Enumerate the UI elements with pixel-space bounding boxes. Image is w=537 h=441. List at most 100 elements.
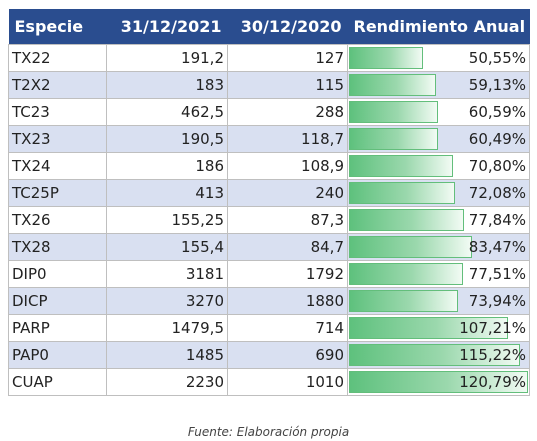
table-row: TX23 190,5 118,7 60,49% [8,125,530,153]
rendimiento-data-bar [349,371,528,393]
rendimiento-data-bar [349,263,464,285]
rendimiento-data-bar [349,182,455,204]
table-row: PARP 1479,5 714 107,21% [8,314,530,342]
cell-especie: PARP [8,314,107,342]
cell-2021: 1479,5 [106,314,228,342]
rendimiento-data-bar [349,317,508,339]
cell-especie: TX22 [8,44,107,72]
cell-rendimiento: 120,79% [347,368,530,396]
cell-especie: CUAP [8,368,107,396]
table-row: DIP0 3181 1792 77,51% [8,260,530,288]
cell-2020: 118,7 [227,125,348,153]
cell-2020: 84,7 [227,233,348,261]
cell-rendimiento: 59,13% [347,71,530,99]
cell-especie: DIP0 [8,260,107,288]
rendimiento-value: 107,21% [459,319,526,337]
cell-2020: 115 [227,71,348,99]
data-table-container: Especie 31/12/2021 30/12/2020 Rendimient… [8,9,530,396]
table-row: TC25P 413 240 72,08% [8,179,530,207]
header-rendimiento: Rendimiento Anual [347,9,530,45]
rendimiento-value: 77,84% [468,211,526,229]
table-row: PAP0 1485 690 115,22% [8,341,530,369]
rendimiento-value: 60,49% [468,130,526,148]
rendimiento-value: 120,79% [459,373,526,391]
rendimiento-value: 77,51% [468,265,526,283]
cell-rendimiento: 73,94% [347,287,530,315]
table-row: TC23 462,5 288 60,59% [8,98,530,126]
rendimiento-value: 59,13% [468,76,526,94]
header-2020: 30/12/2020 [227,9,348,45]
cell-especie: TC25P [8,179,107,207]
header-especie: Especie [8,9,107,45]
cell-rendimiento: 107,21% [347,314,530,342]
header-2021: 31/12/2021 [106,9,228,45]
table-row: CUAP 2230 1010 120,79% [8,368,530,396]
rendimiento-value: 73,94% [468,292,526,310]
cell-2021: 3181 [106,260,228,288]
rendimiento-data-bar [349,290,458,312]
cell-especie: T2X2 [8,71,107,99]
cell-2021: 413 [106,179,228,207]
rendimiento-value: 83,47% [468,238,526,256]
cell-especie: TX24 [8,152,107,180]
cell-rendimiento: 60,59% [347,98,530,126]
cell-2021: 155,4 [106,233,228,261]
cell-2020: 690 [227,341,348,369]
cell-2021: 183 [106,71,228,99]
cell-rendimiento: 77,51% [347,260,530,288]
rendimiento-data-bar [349,74,436,96]
cell-2020: 1792 [227,260,348,288]
cell-2020: 1880 [227,287,348,315]
cell-2020: 240 [227,179,348,207]
rendimiento-value: 70,80% [468,157,526,175]
cell-2020: 87,3 [227,206,348,234]
cell-2021: 186 [106,152,228,180]
cell-rendimiento: 115,22% [347,341,530,369]
header-row: Especie 31/12/2021 30/12/2020 Rendimient… [8,9,530,45]
rendimiento-table: Especie 31/12/2021 30/12/2020 Rendimient… [8,9,530,396]
cell-rendimiento: 50,55% [347,44,530,72]
cell-2021: 462,5 [106,98,228,126]
table-row: TX24 186 108,9 70,80% [8,152,530,180]
cell-especie: TX28 [8,233,107,261]
cell-2020: 714 [227,314,348,342]
rendimiento-value: 72,08% [468,184,526,202]
cell-2020: 1010 [227,368,348,396]
cell-2021: 2230 [106,368,228,396]
cell-2021: 191,2 [106,44,228,72]
table-header: Especie 31/12/2021 30/12/2020 Rendimient… [8,9,530,45]
rendimiento-data-bar [349,236,473,258]
cell-especie: DICP [8,287,107,315]
rendimiento-value: 60,59% [468,103,526,121]
rendimiento-data-bar [349,128,438,150]
rendimiento-data-bar [349,209,464,231]
table-row: TX26 155,25 87,3 77,84% [8,206,530,234]
cell-rendimiento: 60,49% [347,125,530,153]
table-row: TX28 155,4 84,7 83,47% [8,233,530,261]
cell-especie: TC23 [8,98,107,126]
cell-rendimiento: 72,08% [347,179,530,207]
rendimiento-data-bar [349,155,454,177]
table-row: T2X2 183 115 59,13% [8,71,530,99]
cell-rendimiento: 77,84% [347,206,530,234]
cell-especie: TX26 [8,206,107,234]
rendimiento-value: 115,22% [459,346,526,364]
cell-2021: 3270 [106,287,228,315]
rendimiento-data-bar [349,47,423,69]
cell-especie: TX23 [8,125,107,153]
table-row: TX22 191,2 127 50,55% [8,44,530,72]
cell-2021: 155,25 [106,206,228,234]
cell-rendimiento: 83,47% [347,233,530,261]
cell-rendimiento: 70,80% [347,152,530,180]
cell-2020: 108,9 [227,152,348,180]
rendimiento-data-bar [349,344,520,366]
cell-especie: PAP0 [8,341,107,369]
cell-2021: 190,5 [106,125,228,153]
cell-2020: 288 [227,98,348,126]
cell-2020: 127 [227,44,348,72]
rendimiento-data-bar [349,101,438,123]
source-caption: Fuente: Elaboración propia [187,425,350,439]
cell-2021: 1485 [106,341,228,369]
table-body: TX22 191,2 127 50,55% T2X2 183 115 59,13% TC23 46… [8,44,530,396]
rendimiento-value: 50,55% [468,49,526,67]
